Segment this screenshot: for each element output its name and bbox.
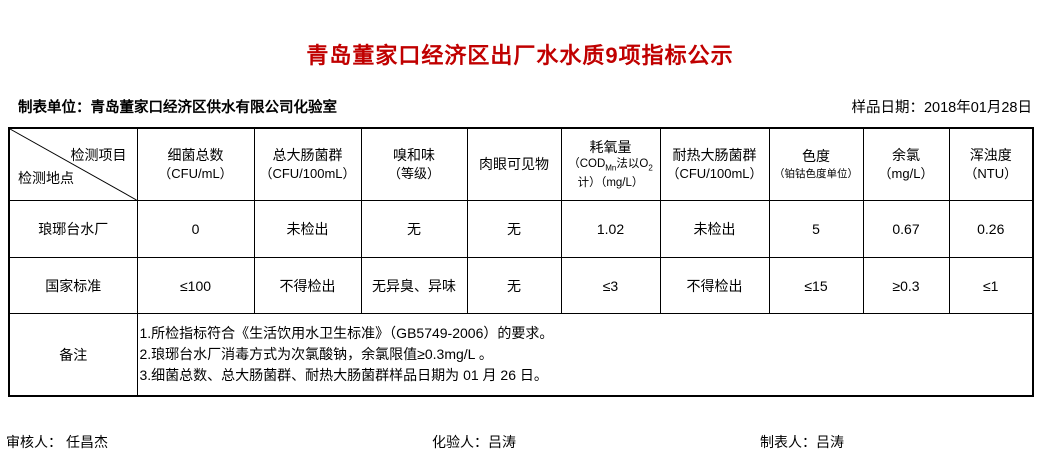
plant-total-coliform: 未检出 (253, 200, 362, 258)
reviewer-name: 任昌杰 (66, 434, 108, 450)
standard-heat-coliform: 不得检出 (659, 257, 770, 314)
header-row: 检测项目 检测地点 细菌总数 （CFU/mL） 总大肠菌群 （CFU/100mL… (8, 127, 1034, 201)
reviewer-signature: 审核人： 任昌杰 (6, 432, 108, 452)
plant-odor: 无 (360, 200, 468, 258)
header-cod: 耗氧量 （CODMn法以O2 计）（mg/L） (560, 127, 661, 201)
header-chroma: 色度 （铂钴色度单位） (768, 127, 864, 201)
header-odor: 嗅和味 （等级） (360, 127, 468, 201)
plant-bacteria: 0 (136, 200, 255, 258)
org-value: 青岛董家口经济区供水有限公司化验室 (90, 100, 338, 116)
header-total-coliform: 总大肠菌群 （CFU/100mL） (253, 127, 362, 201)
row-label-plant: 琅琊台水厂 (8, 200, 138, 258)
standard-visible-matter: 无 (466, 257, 562, 314)
org-line: 制表单位：青岛董家口经济区供水有限公司化验室 (18, 96, 337, 117)
header-bacteria: 细菌总数 （CFU/mL） (136, 127, 255, 201)
header-residual-chlorine: 余氯 （mg/L） (862, 127, 950, 201)
table-row-standard: 国家标准 ≤100 不得检出 无异臭、异味 无 ≤3 不得检出 ≤15 ≥0.3… (8, 257, 1034, 314)
remark-content: 1.所检指标符合《生活饮用水卫生标准》（GB5749-2006）的要求。 2.琅… (136, 313, 1034, 397)
standard-odor: 无异臭、异味 (360, 257, 468, 314)
water-quality-table: 检测项目 检测地点 细菌总数 （CFU/mL） 总大肠菌群 （CFU/100mL… (8, 127, 1034, 397)
remark-line-2: 2.琅琊台水厂消毒方式为次氯酸钠，余氯限值≥0.3mg/L 。 (139, 346, 493, 362)
header-visible-matter: 肉眼可见物 (466, 127, 562, 201)
table-row-remark: 备注 1.所检指标符合《生活饮用水卫生标准》（GB5749-2006）的要求。 … (8, 313, 1034, 397)
preparer-label: 制表人： (760, 434, 816, 450)
reviewer-label: 审核人： (6, 434, 62, 450)
standard-cod: ≤3 (560, 257, 661, 314)
tester-signature: 化验人：吕涛 (432, 432, 516, 452)
row-label-standard: 国家标准 (8, 257, 138, 314)
plant-visible-matter: 无 (466, 200, 562, 258)
meta-row: 制表单位：青岛董家口经济区供水有限公司化验室 样品日期：2018年01月28日 (18, 96, 1032, 117)
standard-chroma: ≤15 (768, 257, 864, 314)
standard-turbidity: ≤1 (948, 257, 1034, 314)
preparer-name: 吕涛 (816, 434, 844, 450)
tester-name: 吕涛 (488, 434, 516, 450)
remark-line-1: 1.所检指标符合《生活饮用水卫生标准》（GB5749-2006）的要求。 (139, 325, 554, 341)
standard-total-coliform: 不得检出 (253, 257, 362, 314)
corner-label-sites: 检测地点 (18, 170, 74, 186)
tester-label: 化验人： (432, 434, 488, 450)
org-label: 制表单位： (18, 100, 91, 116)
standard-bacteria: ≤100 (136, 257, 255, 314)
remark-label: 备注 (8, 313, 138, 397)
header-turbidity: 浑浊度 （NTU） (948, 127, 1034, 201)
plant-residual-chlorine: 0.67 (862, 200, 950, 258)
plant-heat-coliform: 未检出 (659, 200, 770, 258)
page-title: 青岛董家口经济区出厂水水质9项指标公示 (306, 43, 734, 68)
plant-chroma: 5 (768, 200, 864, 258)
preparer-signature: 制表人：吕涛 (760, 432, 844, 452)
corner-label-items: 检测项目 (70, 147, 127, 163)
diagonal-divider-icon (10, 129, 136, 200)
plant-turbidity: 0.26 (948, 200, 1034, 258)
sample-date-value: 2018年01月28日 (923, 100, 1032, 116)
table-row-plant: 琅琊台水厂 0 未检出 无 无 1.02 未检出 5 0.67 0.26 (8, 200, 1034, 258)
sample-date-label: 样品日期： (851, 100, 924, 116)
remark-line-3: 3.细菌总数、总大肠菌群、耐热大肠菌群样品日期为 01 月 26 日。 (139, 367, 548, 383)
sample-date-line: 样品日期：2018年01月28日 (851, 96, 1032, 117)
plant-cod: 1.02 (560, 200, 661, 258)
standard-residual-chlorine: ≥0.3 (862, 257, 950, 314)
corner-cell: 检测项目 检测地点 (8, 127, 138, 201)
header-heat-coliform: 耐热大肠菌群 （CFU/100mL） (659, 127, 770, 201)
